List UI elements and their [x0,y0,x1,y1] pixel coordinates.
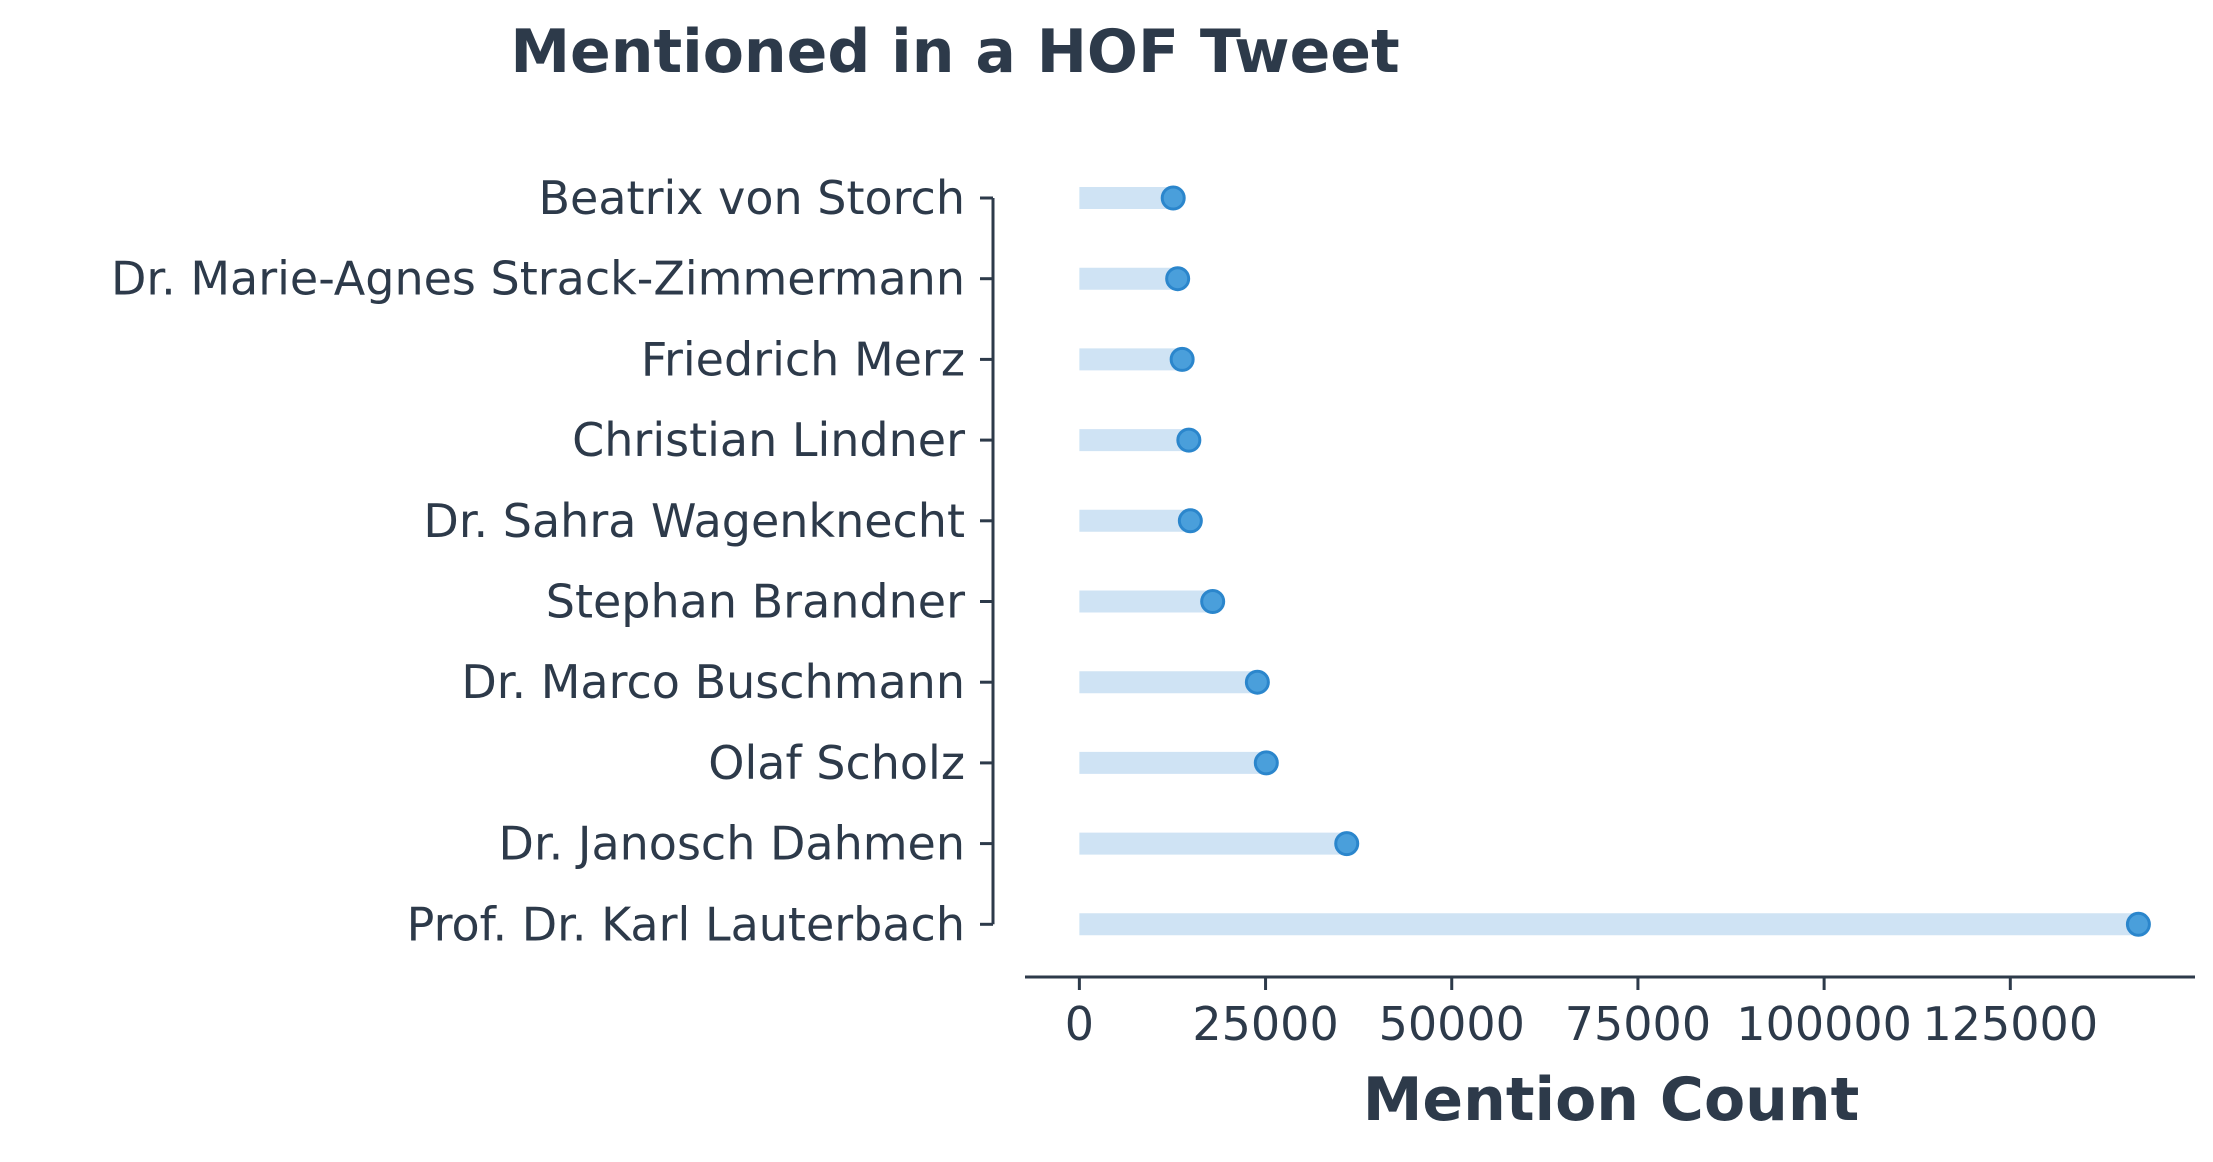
data-point [1176,427,1202,453]
x-tick-label: 25000 [1192,997,1338,1051]
y-tick-label: Olaf Scholz [708,736,965,790]
y-tick-label: Dr. Marie-Agnes Strack-Zimmermann [111,252,965,306]
x-tick-label: 100000 [1736,997,1912,1051]
y-tick-label: Friedrich Merz [641,332,965,386]
y-tick-label: Dr. Sahra Wagenknecht [423,494,965,548]
y-axis: Beatrix von Storch Dr. Marie-Agnes Strack… [111,171,995,951]
x-tick-label: 50000 [1379,997,1525,1051]
data-point [1165,266,1191,292]
x-axis: 0 25000 50000 75000 100000 125000 [1025,975,2195,1051]
x-tick-label: 125000 [1922,997,2098,1051]
x-tick-label: 75000 [1565,997,1711,1051]
y-tick-label: Beatrix von Storch [539,171,966,225]
y-tick-label: Dr. Janosch Dahmen [499,817,965,871]
stems [1079,187,2139,936]
data-point [2125,911,2151,937]
y-tick-label: Dr. Marco Buschmann [461,655,965,709]
data-point [1253,750,1279,776]
y-tick-label: Christian Lindner [572,413,965,467]
x-axis-label: Mention Count [1363,1065,1860,1135]
data-point [1200,589,1226,614]
y-tick-label: Stephan Brandner [546,575,965,629]
chart-title: Mentioned in a HOF Tweet [510,17,1399,87]
y-tick-label: Prof. Dr. Karl Lauterbach [407,897,965,951]
data-point [1244,669,1270,695]
data-point [1177,508,1203,534]
data-point [1169,346,1195,372]
data-point [1160,185,1186,211]
markers [1160,185,2151,937]
x-tick-label: 0 [1065,997,1094,1051]
data-point [1334,831,1360,857]
